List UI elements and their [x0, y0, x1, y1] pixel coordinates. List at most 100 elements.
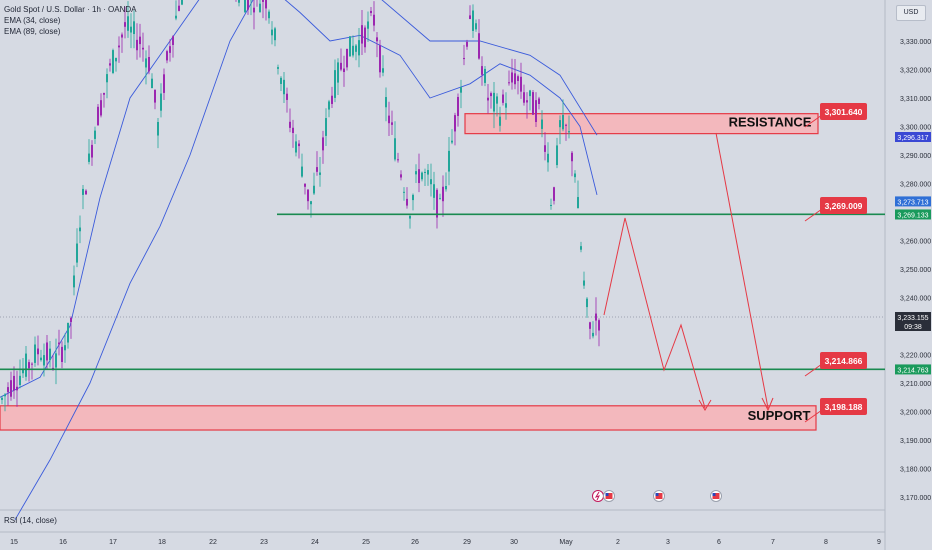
projection-path-b	[715, 132, 769, 409]
candle-body	[454, 115, 456, 132]
time-tick: 18	[158, 539, 166, 546]
candle-body	[361, 25, 363, 44]
candle-body	[4, 394, 6, 397]
flag-canton	[655, 493, 659, 496]
candle-body	[358, 40, 360, 56]
arrowhead-b	[761, 397, 774, 412]
candle-body	[595, 313, 597, 321]
candle-body	[94, 130, 96, 139]
candle-body	[490, 93, 492, 97]
candle-body	[487, 97, 489, 101]
candle-body	[331, 95, 333, 104]
candle-body	[367, 21, 369, 29]
candle-body	[352, 45, 354, 56]
candle-body	[388, 115, 390, 124]
candle-body	[79, 227, 81, 232]
price-tag	[895, 131, 931, 142]
candle-body	[268, 11, 270, 19]
candle-body	[322, 137, 324, 151]
candle-body	[304, 183, 306, 187]
time-tick: 22	[209, 539, 217, 546]
candle-body	[142, 47, 144, 50]
candle-body	[118, 45, 120, 48]
candle-body	[583, 280, 585, 286]
flag-stripes	[655, 493, 663, 499]
candle-body	[316, 167, 318, 172]
currency-unit-button[interactable]: USD	[896, 5, 926, 21]
candle-body	[160, 93, 162, 111]
candle-body	[40, 357, 42, 361]
candle-body	[493, 92, 495, 112]
price-callout	[820, 398, 867, 415]
lightning-glyph	[594, 491, 600, 501]
rsi-label[interactable]: RSI (14, close)	[4, 516, 57, 525]
candle-body	[148, 56, 150, 72]
candle-body	[19, 375, 21, 386]
resistance-label: RESISTANCE	[729, 115, 812, 130]
candle-body	[562, 114, 564, 130]
ema89-legend[interactable]: EMA (89, close)	[4, 27, 61, 36]
price-axis-bg	[886, 0, 932, 550]
candle-body	[481, 66, 483, 75]
ema34-legend[interactable]: EMA (34, close)	[4, 16, 61, 25]
candle-body	[370, 10, 372, 14]
candle-body	[385, 97, 387, 108]
candle-body	[439, 198, 441, 200]
time-tick: 24	[311, 539, 319, 546]
candle-body	[295, 141, 297, 153]
price-callout	[820, 103, 867, 120]
time-tick: 3	[666, 539, 670, 546]
candle-body	[379, 45, 381, 73]
candle-body	[529, 90, 531, 97]
price-tick: 3,240.000	[900, 296, 931, 303]
price-callout	[820, 197, 867, 214]
price-tick: 3,190.000	[900, 438, 931, 445]
candle-body	[382, 68, 384, 73]
candle-body	[154, 89, 156, 103]
candle-body	[541, 119, 543, 129]
candle-body	[427, 170, 429, 175]
candle-body	[28, 362, 30, 369]
price-tag	[895, 312, 931, 323]
candle-body	[550, 204, 552, 206]
chart-legend: Gold Spot / U.S. Dollar · 1h · OANDA EMA…	[4, 4, 137, 37]
candle-body	[106, 74, 108, 83]
candle-body	[412, 194, 414, 201]
candle-body	[121, 34, 123, 38]
price-tick: 3,260.000	[900, 239, 931, 246]
candle-body	[136, 39, 138, 51]
candle-body	[517, 76, 519, 82]
price-tick: 3,210.000	[900, 381, 931, 388]
candle-body	[598, 320, 600, 331]
candle-body	[283, 79, 285, 95]
callout-pointer	[804, 409, 823, 423]
flag-stripes	[712, 493, 720, 499]
candle-body	[403, 191, 405, 193]
candle-body	[97, 106, 99, 126]
candle-body	[313, 185, 315, 194]
callout-pointer	[804, 208, 823, 222]
candle-body	[409, 215, 411, 219]
candle-body	[394, 138, 396, 160]
price-tick: 3,200.000	[900, 410, 931, 417]
price-callout-label: 3,214.866	[825, 356, 863, 366]
projection-arrows	[603, 132, 774, 412]
symbol-title[interactable]: Gold Spot / U.S. Dollar · 1h · OANDA	[4, 5, 137, 14]
price-tag-label: 3,269.133	[897, 212, 928, 219]
candle-body	[70, 317, 72, 322]
price-tag	[895, 209, 931, 220]
candle-body	[442, 186, 444, 202]
candle-body	[478, 33, 480, 59]
candle-body	[289, 121, 291, 128]
candle-body	[10, 380, 12, 397]
candle-body	[7, 387, 9, 393]
candle-body	[88, 153, 90, 162]
candle-body	[238, 0, 240, 3]
candle-body	[343, 68, 345, 72]
candle-body	[547, 153, 549, 163]
price-tick: 3,310.000	[900, 96, 931, 103]
time-tick: 15	[10, 539, 18, 546]
candle-body	[589, 322, 591, 329]
candle-body	[277, 67, 279, 69]
